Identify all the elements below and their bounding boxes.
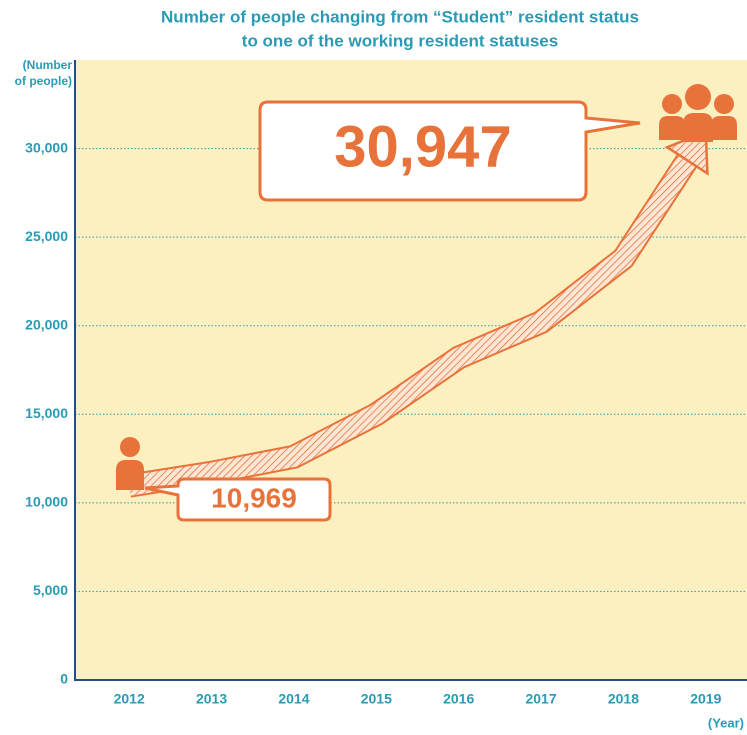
x-tick-label: 2017 xyxy=(525,691,556,707)
y-tick-label: 10,000 xyxy=(25,494,68,510)
x-tick-label: 2013 xyxy=(196,691,227,707)
value-label: 30,947 xyxy=(334,114,511,179)
chart-title: to one of the working resident statuses xyxy=(242,31,558,50)
y-tick-label: 5,000 xyxy=(33,582,68,598)
callout-box xyxy=(258,100,641,202)
x-tick-label: 2012 xyxy=(114,691,145,707)
x-tick-label: 2015 xyxy=(361,691,392,707)
y-tick-label: 25,000 xyxy=(25,228,68,244)
value-label: 10,969 xyxy=(211,482,297,513)
y-axis-label: of people) xyxy=(15,74,72,88)
y-tick-label: 15,000 xyxy=(25,405,68,421)
x-tick-label: 2016 xyxy=(443,691,474,707)
group-icon xyxy=(659,84,737,142)
x-axis-label: (Year) xyxy=(708,715,744,730)
chart-title: Number of people changing from “Student”… xyxy=(161,7,639,26)
x-tick-label: 2014 xyxy=(278,691,309,707)
arrow-fill xyxy=(127,154,696,496)
x-tick-label: 2019 xyxy=(690,691,721,707)
person-icon xyxy=(116,437,144,490)
y-axis-label: (Number xyxy=(23,58,73,72)
marks xyxy=(75,129,747,592)
y-tick-label: 20,000 xyxy=(25,316,68,332)
y-tick-label: 0 xyxy=(60,671,68,687)
x-tick-label: 2018 xyxy=(608,691,639,707)
y-tick-label: 30,000 xyxy=(25,139,68,155)
callout-box xyxy=(144,477,332,522)
